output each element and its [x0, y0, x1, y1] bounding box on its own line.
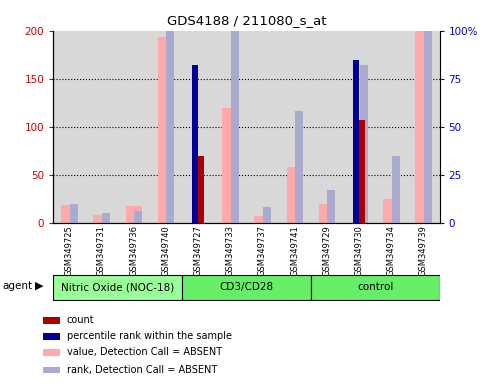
Bar — [61, 205, 77, 223]
Text: GSM349733: GSM349733 — [226, 225, 235, 276]
Bar — [214, 31, 246, 223]
Bar — [93, 215, 110, 223]
Bar — [353, 60, 359, 223]
Text: GSM349734: GSM349734 — [387, 225, 396, 276]
Bar — [392, 156, 400, 223]
Text: agent: agent — [2, 281, 32, 291]
Bar — [134, 211, 142, 223]
Text: count: count — [67, 315, 95, 325]
Text: GSM349741: GSM349741 — [290, 225, 299, 276]
Bar — [286, 167, 303, 223]
Bar — [117, 31, 150, 223]
Text: rank, Detection Call = ABSENT: rank, Detection Call = ABSENT — [67, 365, 217, 375]
FancyBboxPatch shape — [182, 275, 311, 300]
Bar — [70, 204, 78, 223]
Bar — [43, 317, 60, 324]
Text: Nitric Oxide (NOC-18): Nitric Oxide (NOC-18) — [61, 282, 174, 292]
Bar — [343, 31, 375, 223]
Bar — [295, 111, 303, 223]
Bar — [126, 207, 142, 223]
Bar — [246, 31, 279, 223]
Bar — [359, 65, 368, 223]
Bar — [327, 190, 335, 223]
Text: ▶: ▶ — [35, 281, 43, 291]
Bar — [43, 367, 60, 373]
Bar — [424, 31, 432, 223]
Text: GSM349730: GSM349730 — [355, 225, 364, 276]
Bar — [319, 204, 335, 223]
Bar — [407, 31, 440, 223]
Bar — [182, 31, 214, 223]
FancyBboxPatch shape — [311, 275, 440, 300]
Bar — [53, 31, 85, 223]
Bar — [383, 199, 399, 223]
Title: GDS4188 / 211080_s_at: GDS4188 / 211080_s_at — [167, 14, 326, 27]
Text: value, Detection Call = ABSENT: value, Detection Call = ABSENT — [67, 348, 222, 358]
Text: GSM349729: GSM349729 — [322, 225, 331, 276]
Bar — [375, 31, 407, 223]
Bar — [255, 216, 270, 223]
Text: GSM349740: GSM349740 — [161, 225, 170, 276]
Bar — [192, 65, 198, 223]
Bar — [415, 31, 431, 223]
Bar — [354, 120, 365, 223]
Bar — [102, 213, 110, 223]
Text: GSM349727: GSM349727 — [194, 225, 202, 276]
Text: control: control — [357, 282, 393, 292]
Bar — [158, 38, 174, 223]
Text: CD3/CD28: CD3/CD28 — [219, 282, 273, 292]
Bar — [222, 108, 238, 223]
Text: GSM349725: GSM349725 — [65, 225, 74, 276]
Bar — [231, 21, 239, 223]
Bar — [311, 31, 343, 223]
Bar — [263, 207, 271, 223]
Bar — [43, 333, 60, 340]
Bar — [43, 349, 60, 356]
Text: percentile rank within the sample: percentile rank within the sample — [67, 331, 232, 341]
Text: GSM349736: GSM349736 — [129, 225, 138, 276]
Bar — [279, 31, 311, 223]
Bar — [150, 31, 182, 223]
Bar — [192, 156, 204, 223]
FancyBboxPatch shape — [53, 275, 182, 300]
Bar — [85, 31, 117, 223]
Text: GSM349737: GSM349737 — [258, 225, 267, 276]
Text: GSM349739: GSM349739 — [419, 225, 428, 276]
Bar — [166, 31, 174, 223]
Text: GSM349731: GSM349731 — [97, 225, 106, 276]
